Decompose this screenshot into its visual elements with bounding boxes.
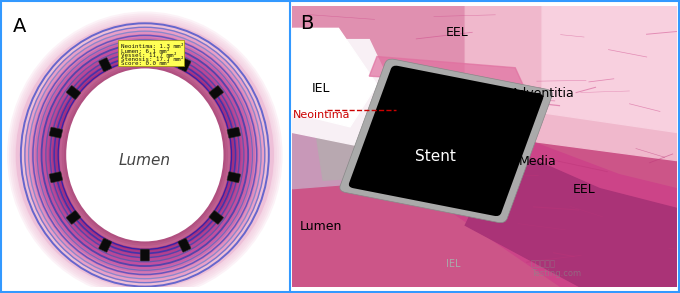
FancyBboxPatch shape bbox=[178, 58, 191, 72]
Text: Vessel: 11.7 mm²: Vessel: 11.7 mm² bbox=[121, 53, 177, 58]
Text: EEL: EEL bbox=[446, 25, 469, 39]
Polygon shape bbox=[465, 6, 677, 161]
Ellipse shape bbox=[55, 59, 235, 251]
FancyBboxPatch shape bbox=[178, 238, 191, 252]
Ellipse shape bbox=[48, 52, 241, 258]
FancyBboxPatch shape bbox=[49, 127, 63, 138]
Text: Neointima: Neointima bbox=[292, 110, 350, 120]
Text: Score: 0.0 mm²: Score: 0.0 mm² bbox=[121, 61, 170, 66]
FancyBboxPatch shape bbox=[140, 49, 150, 61]
Ellipse shape bbox=[24, 28, 265, 282]
Ellipse shape bbox=[62, 64, 228, 246]
Text: Neointima: 1.3 mm²: Neointima: 1.3 mm² bbox=[121, 45, 184, 50]
Polygon shape bbox=[542, 6, 677, 132]
FancyBboxPatch shape bbox=[118, 40, 184, 66]
Ellipse shape bbox=[9, 13, 281, 293]
Text: IEL: IEL bbox=[446, 259, 460, 269]
Ellipse shape bbox=[24, 27, 265, 283]
Polygon shape bbox=[292, 28, 377, 127]
Text: B: B bbox=[300, 14, 313, 33]
Text: Media: Media bbox=[519, 155, 557, 168]
Text: EEL: EEL bbox=[573, 183, 596, 196]
Text: 壹佰检测网
Testing.com: 壹佰检测网 Testing.com bbox=[530, 259, 581, 278]
FancyBboxPatch shape bbox=[227, 172, 241, 183]
Polygon shape bbox=[292, 68, 415, 189]
Ellipse shape bbox=[16, 21, 273, 289]
Text: Lumen: Lumen bbox=[119, 153, 171, 168]
Ellipse shape bbox=[66, 69, 224, 241]
Ellipse shape bbox=[26, 31, 264, 279]
FancyBboxPatch shape bbox=[66, 210, 81, 224]
Ellipse shape bbox=[18, 23, 271, 287]
Ellipse shape bbox=[38, 41, 252, 269]
Polygon shape bbox=[465, 146, 677, 287]
FancyBboxPatch shape bbox=[99, 238, 112, 252]
Polygon shape bbox=[369, 57, 523, 85]
Ellipse shape bbox=[22, 27, 267, 283]
Text: Lumen: 6.1 mm²: Lumen: 6.1 mm² bbox=[121, 49, 170, 54]
FancyBboxPatch shape bbox=[340, 59, 552, 223]
Ellipse shape bbox=[52, 55, 238, 255]
Ellipse shape bbox=[35, 38, 255, 272]
FancyBboxPatch shape bbox=[227, 127, 241, 138]
Ellipse shape bbox=[41, 45, 248, 265]
Text: Stenosis: 17.7 mm²: Stenosis: 17.7 mm² bbox=[121, 57, 184, 62]
Ellipse shape bbox=[14, 19, 275, 291]
Ellipse shape bbox=[24, 29, 266, 281]
Ellipse shape bbox=[31, 34, 258, 276]
FancyBboxPatch shape bbox=[209, 86, 224, 99]
Ellipse shape bbox=[20, 25, 269, 285]
Ellipse shape bbox=[28, 33, 262, 277]
Ellipse shape bbox=[16, 21, 274, 289]
Text: Lumen: Lumen bbox=[300, 220, 343, 233]
Ellipse shape bbox=[11, 16, 279, 293]
FancyBboxPatch shape bbox=[349, 66, 543, 216]
FancyBboxPatch shape bbox=[66, 86, 81, 99]
Text: IEL: IEL bbox=[311, 82, 330, 95]
Text: Adventitia: Adventitia bbox=[511, 87, 575, 100]
FancyBboxPatch shape bbox=[99, 58, 112, 72]
Ellipse shape bbox=[59, 62, 231, 248]
Ellipse shape bbox=[45, 48, 245, 262]
Ellipse shape bbox=[64, 66, 226, 243]
Polygon shape bbox=[292, 6, 677, 118]
FancyBboxPatch shape bbox=[49, 172, 63, 183]
Text: Stent: Stent bbox=[415, 149, 456, 164]
Text: A: A bbox=[13, 17, 27, 36]
Polygon shape bbox=[439, 124, 677, 287]
Ellipse shape bbox=[13, 17, 277, 292]
FancyBboxPatch shape bbox=[209, 210, 224, 224]
FancyBboxPatch shape bbox=[140, 249, 150, 261]
Ellipse shape bbox=[7, 11, 283, 293]
Polygon shape bbox=[311, 62, 439, 180]
Polygon shape bbox=[292, 40, 400, 146]
Ellipse shape bbox=[28, 30, 262, 279]
